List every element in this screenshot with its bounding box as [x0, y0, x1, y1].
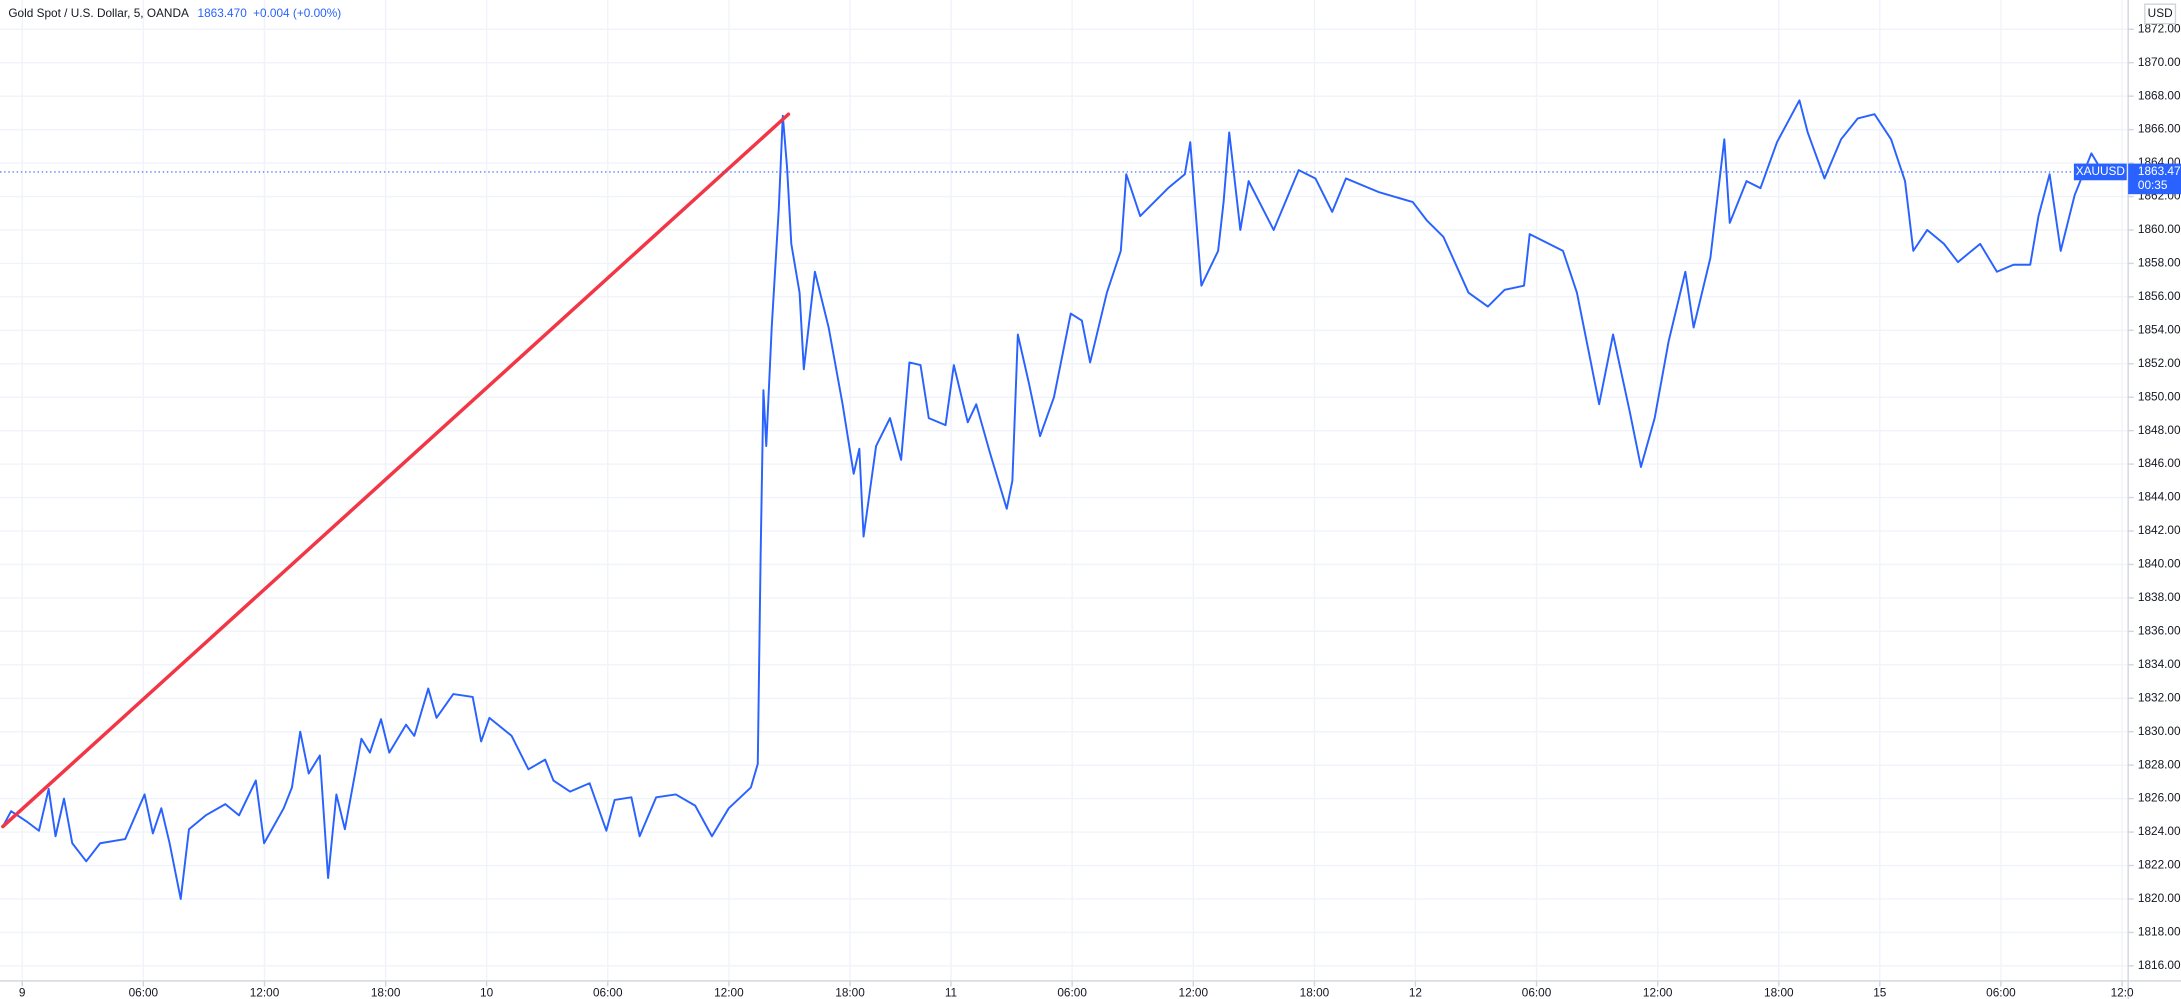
x-tick-label: 18:00: [371, 986, 401, 999]
y-tick-label: 1848.00: [2138, 423, 2181, 437]
y-tick-label: 1828.00: [2138, 757, 2181, 771]
y-tick-label: 1850.00: [2138, 389, 2181, 403]
price-change: +0.004 (+0.00%): [253, 6, 341, 20]
countdown-label: 00:35: [2138, 178, 2168, 192]
price-tag: [2128, 163, 2181, 195]
y-tick-label: 1826.00: [2138, 791, 2181, 805]
y-tick-label: 1852.00: [2138, 356, 2181, 370]
x-tick-label: 9: [19, 986, 26, 999]
y-tick-label: 1846.00: [2138, 456, 2181, 470]
price-line: [1, 99, 2104, 900]
y-tick-label: 1816.00: [2138, 958, 2181, 972]
y-tick-label: 1872.00: [2138, 21, 2181, 35]
last-price: 1863.470: [198, 6, 248, 20]
y-tick-label: 1868.00: [2138, 88, 2181, 102]
x-tick-label: 12:00: [714, 986, 744, 999]
x-tick-label: 18:00: [1764, 986, 1794, 999]
y-tick-label: 1844.00: [2138, 490, 2181, 504]
currency-box: [2144, 3, 2177, 25]
symbol-tag: [2073, 163, 2127, 181]
currency: USD: [2148, 6, 2173, 20]
y-tick-label: 1822.00: [2138, 858, 2181, 872]
y-tick-label: 1842.00: [2138, 523, 2181, 537]
y-tick-label: 1818.00: [2138, 925, 2181, 939]
axes: 1816.00 1818.00 1820.00 1822.00 1824.00 1826.…: [19, 21, 2181, 999]
x-tick-label: 12: [1409, 986, 1422, 999]
x-tick-label: 18:00: [835, 986, 865, 999]
x-tick-label: 06:00: [1522, 986, 1552, 999]
x-tick-label: 12:0: [2111, 986, 2134, 999]
grid: [0, 0, 2129, 981]
y-tick-label: 1834.00: [2138, 657, 2181, 671]
y-tick-label: 1830.00: [2138, 724, 2181, 738]
y-tick-label: 1840.00: [2138, 557, 2181, 571]
x-tick-label: 06:00: [1986, 986, 2016, 999]
x-tick-label: 12:00: [1643, 986, 1673, 999]
x-tick-label: 12:00: [1179, 986, 1209, 999]
x-tick-label: 12:00: [250, 986, 280, 999]
y-tick-label: 1824.00: [2138, 824, 2181, 838]
y-tick-label: 1860.00: [2138, 222, 2181, 236]
x-tick-label: 18:00: [1300, 986, 1330, 999]
x-tick-label: 15: [1873, 986, 1887, 999]
x-tick-label: 11: [945, 986, 957, 999]
y-tick-label: 1832.00: [2138, 690, 2181, 704]
price-tag-label: 1863.47: [2138, 164, 2181, 178]
y-tick-label: 1858.00: [2138, 256, 2181, 270]
x-tick-label: 06:00: [129, 986, 159, 999]
symbol-tag-label: XAUUSD: [2076, 164, 2125, 178]
x-tick-label: 06:00: [593, 986, 623, 999]
y-tick-label: 1854.00: [2138, 322, 2181, 336]
y-tick-label: 1870.00: [2138, 55, 2181, 69]
y-tick-label: 1836.00: [2138, 623, 2181, 637]
x-tick-label: 06:00: [1057, 986, 1087, 999]
y-tick-label: 1866.00: [2138, 122, 2181, 136]
y-tick-label: 1838.00: [2138, 590, 2181, 604]
y-tick-label: 1820.00: [2138, 891, 2181, 905]
y-tick-label: 1856.00: [2138, 289, 2181, 303]
x-tick-label: 10: [480, 986, 494, 999]
trend-line: [1, 112, 791, 829]
chart-title: Gold Spot / U.S. Dollar, 5, OANDA: [8, 6, 189, 20]
